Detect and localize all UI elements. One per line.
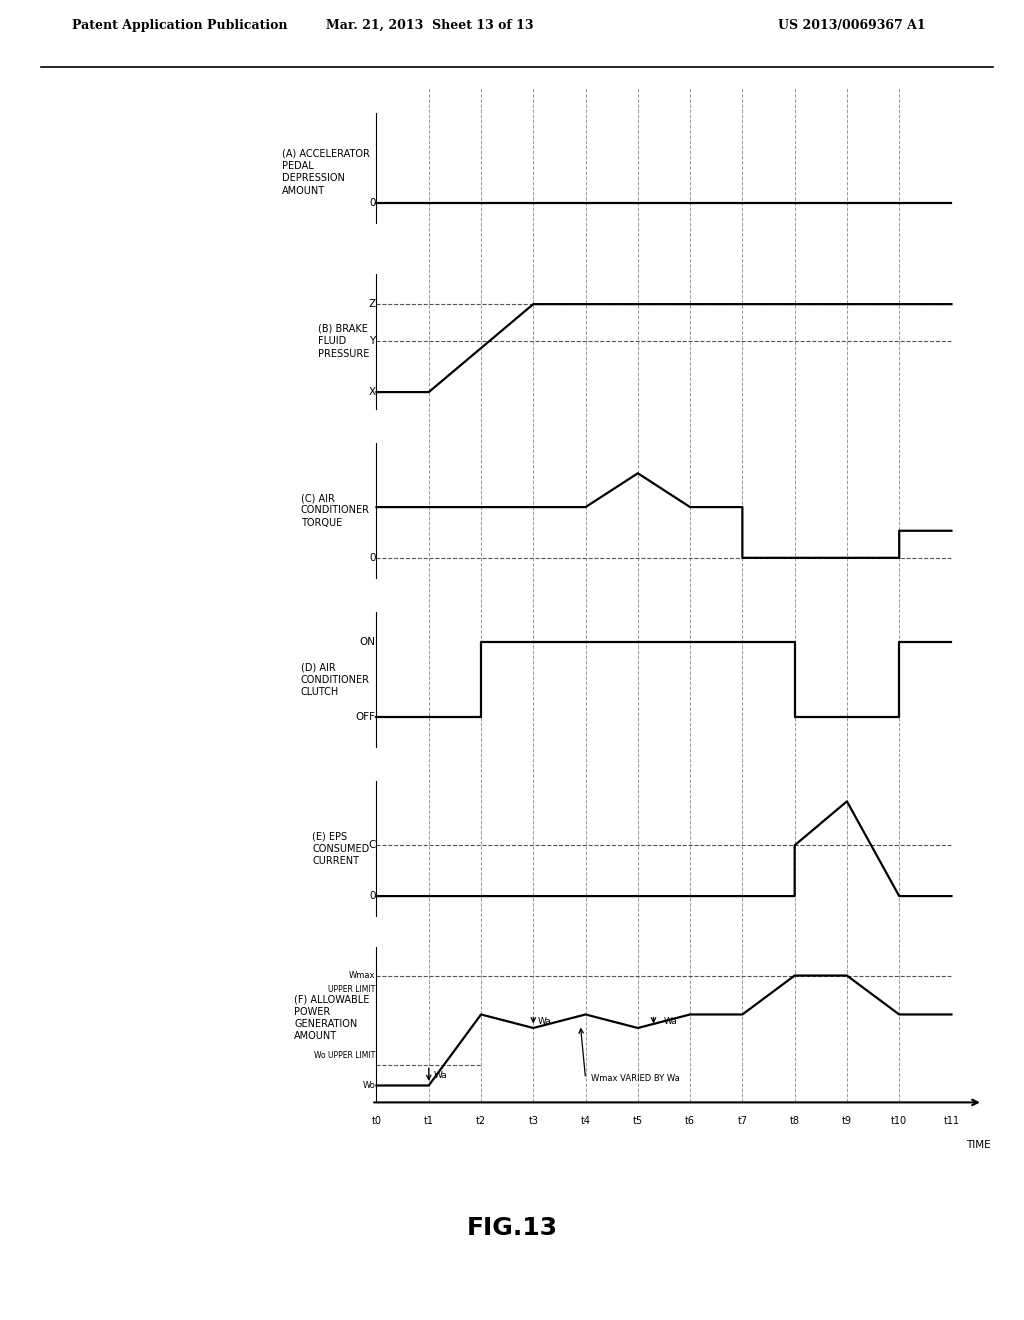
Text: (E) EPS
CONSUMED
CURRENT: (E) EPS CONSUMED CURRENT: [312, 832, 370, 866]
Text: (A) ACCELERATOR
PEDAL
DEPRESSION
AMOUNT: (A) ACCELERATOR PEDAL DEPRESSION AMOUNT: [282, 149, 370, 195]
Text: ON: ON: [359, 638, 376, 647]
Text: Z: Z: [369, 300, 376, 309]
Text: t5: t5: [633, 1115, 643, 1126]
Text: 0: 0: [369, 198, 376, 207]
Text: Wa: Wa: [664, 1016, 678, 1026]
Text: Y: Y: [370, 337, 376, 346]
Text: US 2013/0069367 A1: US 2013/0069367 A1: [778, 18, 926, 32]
Text: t11: t11: [943, 1115, 959, 1126]
Text: 0: 0: [369, 553, 376, 562]
Text: OFF: OFF: [355, 711, 376, 722]
Text: X: X: [369, 387, 376, 397]
Text: Wa: Wa: [538, 1016, 551, 1026]
Text: t9: t9: [842, 1115, 852, 1126]
Text: t7: t7: [737, 1115, 748, 1126]
Text: t4: t4: [581, 1115, 591, 1126]
Text: FIG.13: FIG.13: [467, 1216, 557, 1239]
Text: t8: t8: [790, 1115, 800, 1126]
Text: (F) ALLOWABLE
POWER
GENERATION
AMOUNT: (F) ALLOWABLE POWER GENERATION AMOUNT: [294, 994, 370, 1041]
Text: Wo UPPER LIMIT: Wo UPPER LIMIT: [314, 1051, 376, 1060]
Text: t1: t1: [424, 1115, 434, 1126]
Text: Wo: Wo: [362, 1081, 376, 1090]
Text: t2: t2: [476, 1115, 486, 1126]
Text: Mar. 21, 2013  Sheet 13 of 13: Mar. 21, 2013 Sheet 13 of 13: [327, 18, 534, 32]
Text: (B) BRAKE
FLUID
PRESSURE: (B) BRAKE FLUID PRESSURE: [318, 323, 370, 359]
Text: (C) AIR
CONDITIONER
TORQUE: (C) AIR CONDITIONER TORQUE: [301, 494, 370, 528]
Text: t10: t10: [891, 1115, 907, 1126]
Text: t0: t0: [372, 1115, 382, 1126]
Text: Patent Application Publication: Patent Application Publication: [72, 18, 287, 32]
Text: t6: t6: [685, 1115, 695, 1126]
Text: UPPER LIMIT: UPPER LIMIT: [328, 985, 376, 994]
Text: C: C: [368, 841, 376, 850]
Text: Wa: Wa: [434, 1071, 447, 1080]
Text: Wmax VARIED BY Wa: Wmax VARIED BY Wa: [591, 1074, 680, 1084]
Text: TIME: TIME: [966, 1139, 990, 1150]
Text: (D) AIR
CONDITIONER
CLUTCH: (D) AIR CONDITIONER CLUTCH: [301, 663, 370, 697]
Text: Wmax: Wmax: [349, 972, 376, 979]
Text: t3: t3: [528, 1115, 539, 1126]
Text: 0: 0: [369, 891, 376, 902]
